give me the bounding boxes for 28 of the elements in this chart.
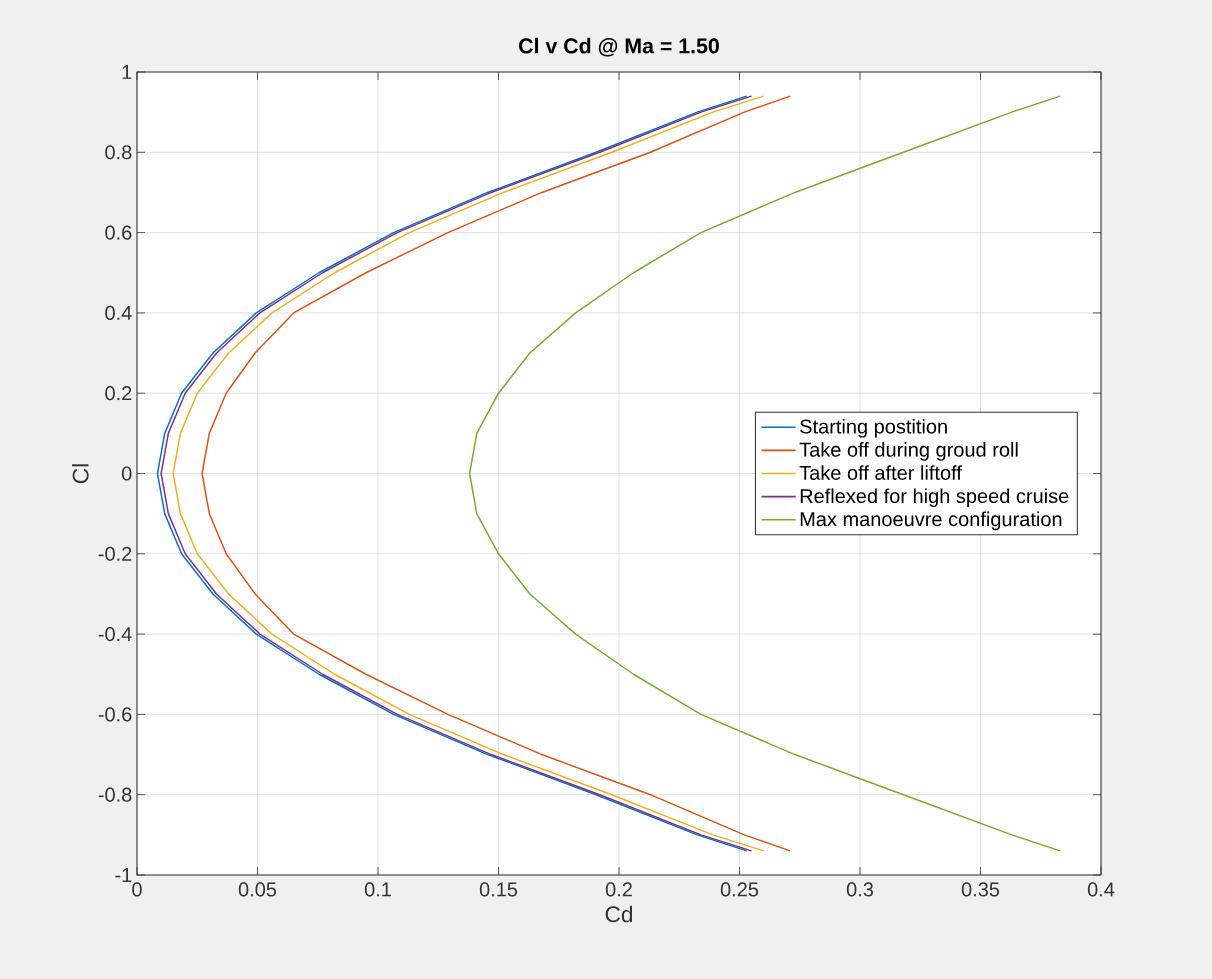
y-tick-label: -1 <box>115 868 132 882</box>
y-tick-label: 1 <box>122 65 132 79</box>
y-tick-label: 0.6 <box>105 225 132 240</box>
x-tick-label: 0.1 <box>364 882 391 897</box>
x-tick-label: 0 <box>132 882 142 897</box>
legend-label: Max manoeuvre configuration <box>800 511 1062 531</box>
legend-label: Reflexed for high speed cruise <box>800 488 1069 508</box>
x-tick-label: 0.2 <box>605 882 632 897</box>
y-tick-label: 0.8 <box>105 145 132 160</box>
y-tick-label: 0.2 <box>105 386 132 401</box>
x-tick-label: 0.35 <box>961 882 1000 897</box>
y-tick-label: -0.6 <box>98 707 132 722</box>
x-tick-label: 0.15 <box>479 882 518 897</box>
y-tick-label: 0 <box>121 466 132 481</box>
x-axis-title: Cd <box>605 905 633 923</box>
legend-label: Take off after liftoff <box>799 465 962 480</box>
x-tick-label: 0.05 <box>238 882 277 897</box>
y-tick-label: -0.4 <box>98 627 132 642</box>
x-tick-label: 0.3 <box>846 882 874 897</box>
chart-title: Cl v Cd @ Ma = 1.50 <box>519 37 719 57</box>
y-tick-label: 0.4 <box>105 305 132 320</box>
legend-label: Starting postition <box>800 418 947 438</box>
x-tick-label: 0.25 <box>720 882 759 897</box>
legend-label: Take off during groud roll <box>799 442 1018 461</box>
y-tick-label: -0.8 <box>98 787 132 802</box>
y-axis-title: Cl <box>72 464 89 484</box>
y-tick-label: -0.2 <box>98 546 132 561</box>
x-tick-label: 0.4 <box>1087 882 1115 897</box>
